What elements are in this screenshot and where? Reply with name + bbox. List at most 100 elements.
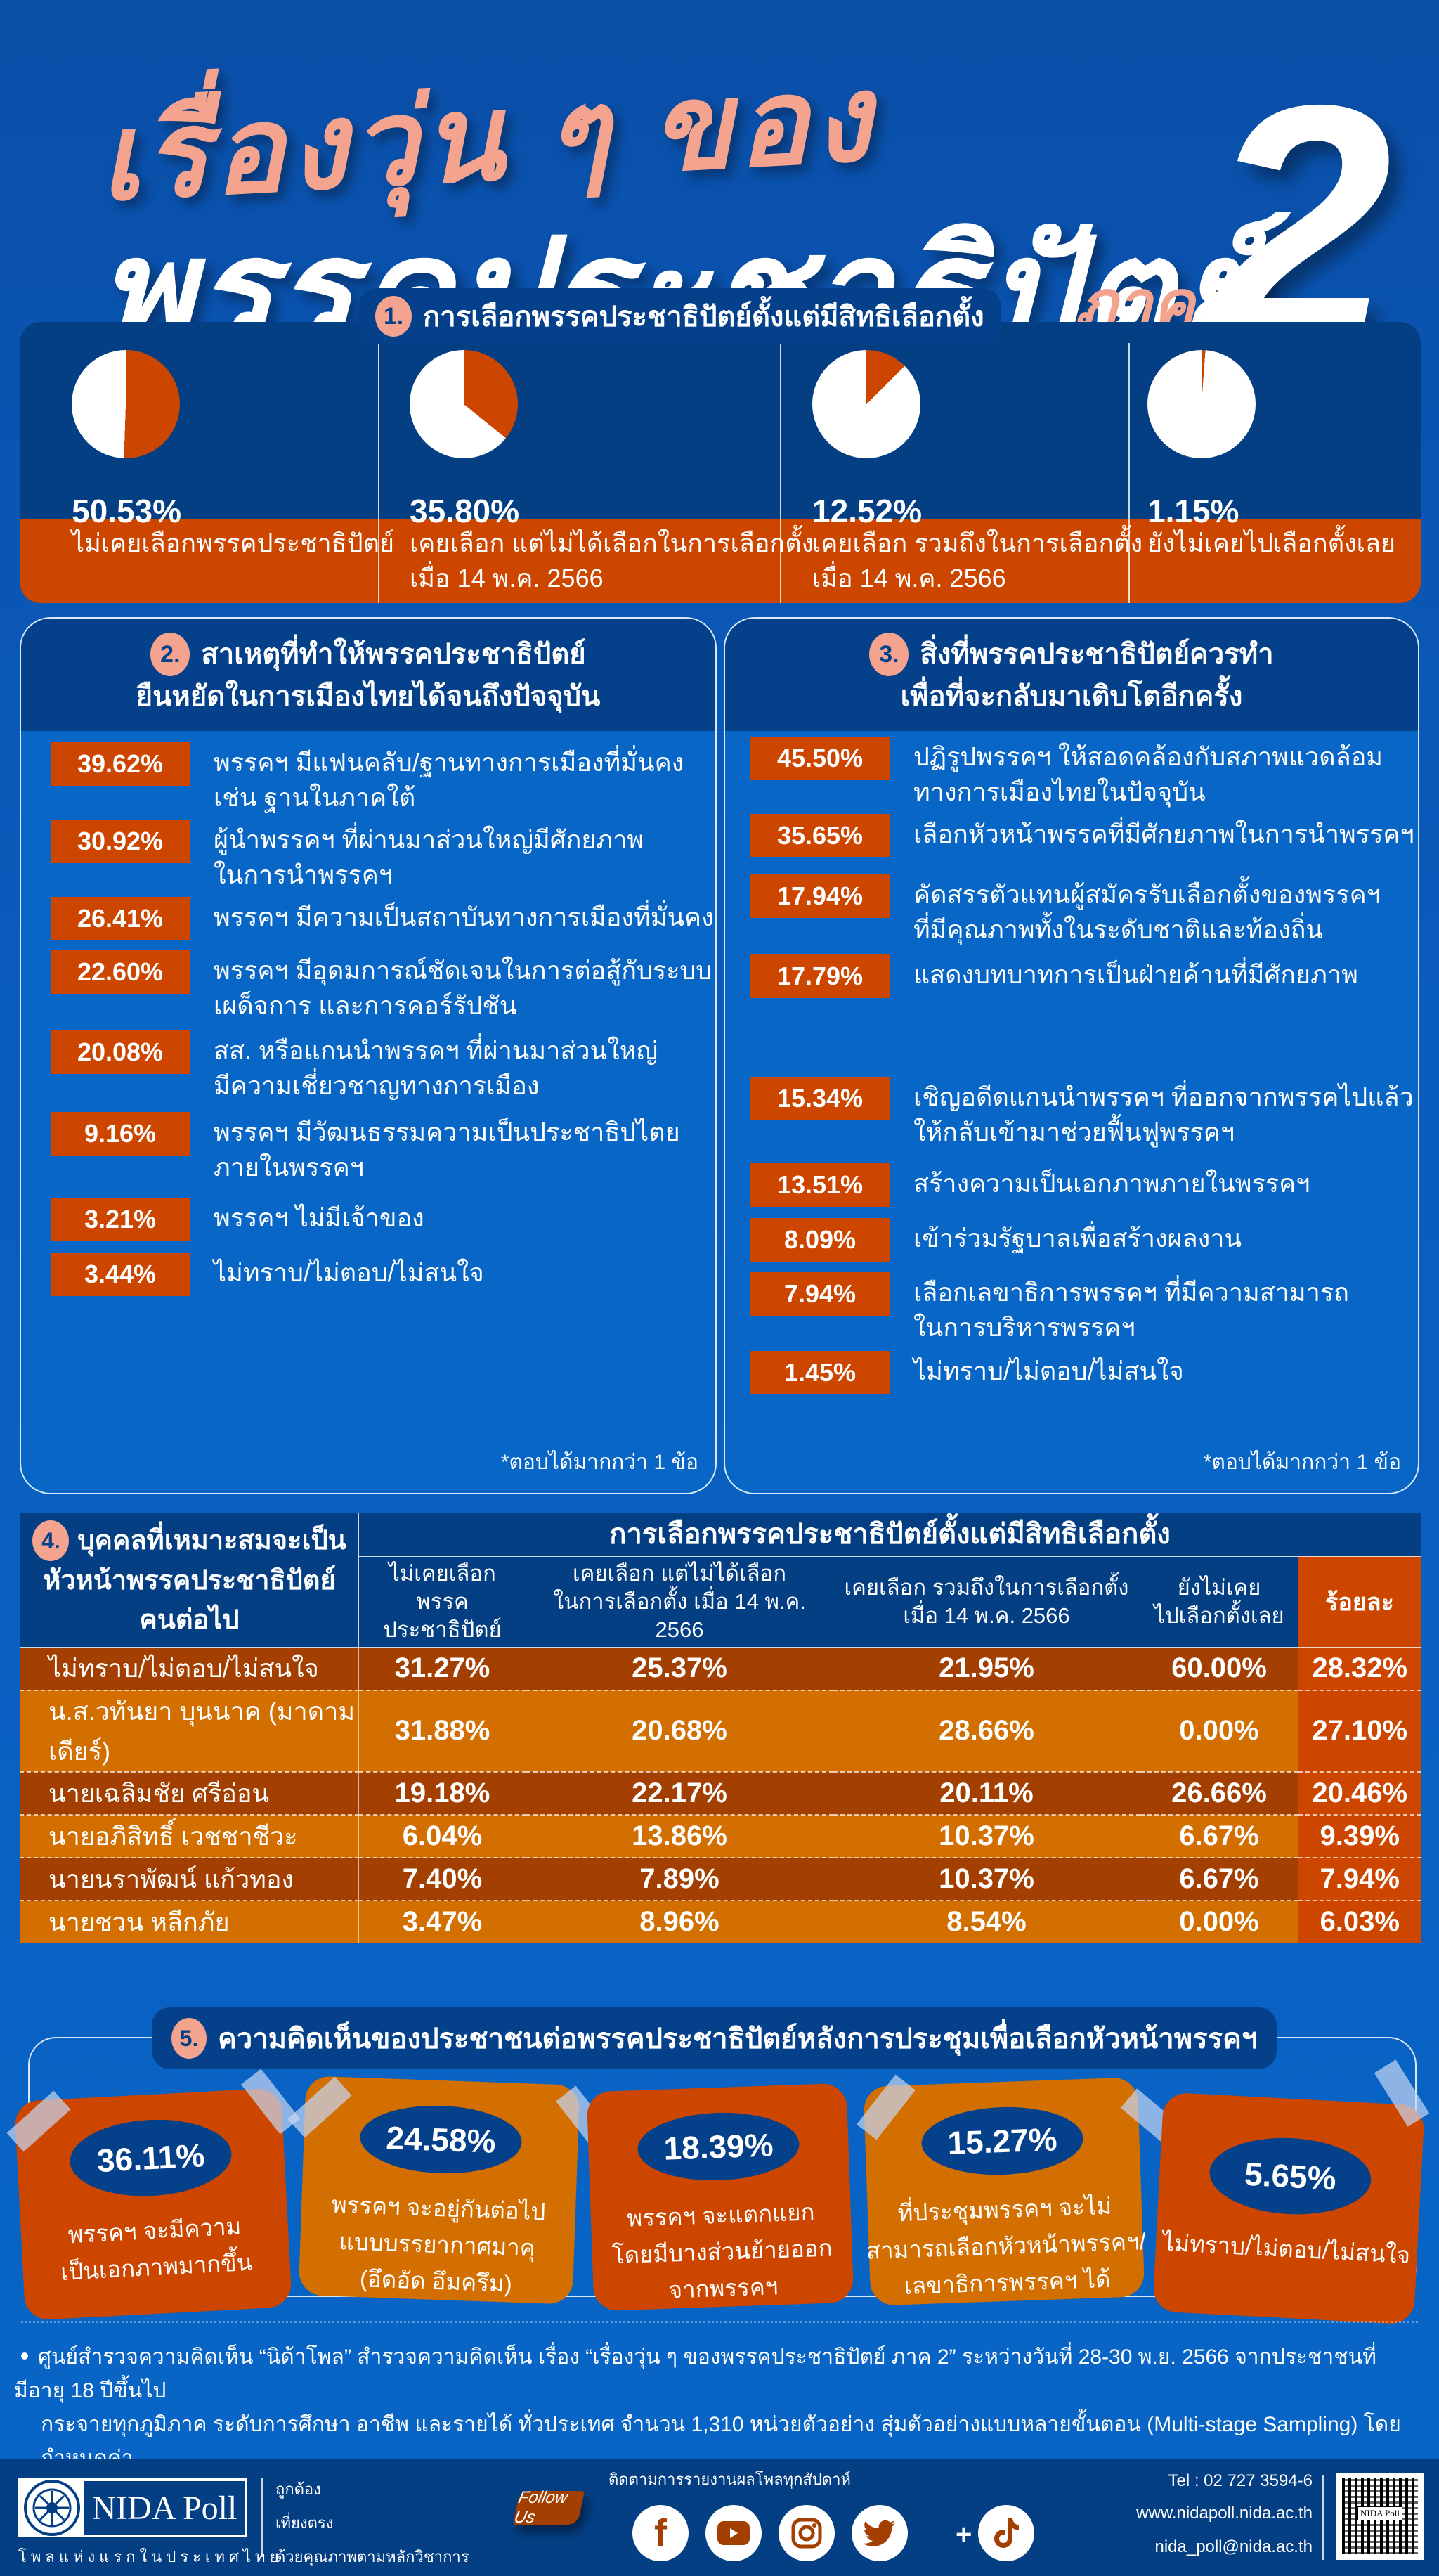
table-row: นายอภิสิทธิ์ เวชชาชีวะ 6.04% 13.86% 10.37% 6… xyxy=(20,1813,1421,1858)
column-header: เคยเลือก รวมถึงในการเลือกตั้ง เมื่อ 14 พ.… xyxy=(833,1555,1140,1648)
section-3-title-line-2: เพื่อที่จะกลับมาเติบโตอีกครั้ง xyxy=(900,681,1243,712)
list-item: 26.41% พรรคฯ มีความเป็นสถาบันทางการเมือง… xyxy=(51,897,714,940)
pie-label: เคยเลือก รวมถึงในการเลือกตั้ง เมื่อ 14 พ.… xyxy=(812,529,1143,593)
pie-percent: 50.53% xyxy=(72,493,182,529)
percent-badge: 1.45% xyxy=(750,1351,890,1394)
contact-tel: Tel : 02 727 3594-6 xyxy=(1168,2471,1313,2490)
column-header: เคยเลือก แต่ไม่ได้เลือก ในการเลือกตั้ง เม… xyxy=(526,1555,833,1648)
section-3-title-line-1: สิ่งที่พรรคประชาธิปัตย์ควรทำ xyxy=(920,639,1274,670)
pie-label: เคยเลือก แต่ไม่ได้เลือกในการเลือกตั้ง เมื… xyxy=(410,529,814,593)
slogan-line: ด้วยคุณภาพตามหลักวิชาการ xyxy=(275,2548,469,2565)
divider xyxy=(378,343,379,603)
instagram-icon[interactable] xyxy=(779,2505,835,2561)
list-item: 45.50% ปฏิรูปพรรคฯ ให้สอดคล้องกับสภาพแวด… xyxy=(750,737,1383,810)
list-item: 39.62% พรรคฯ มีแฟนคลับ/ฐานทางการเมืองที่… xyxy=(51,742,684,815)
section-number-badge: 4. xyxy=(32,1520,70,1561)
contact-website[interactable]: www.nidapoll.nida.ac.th xyxy=(1136,2504,1313,2523)
section-1-item: 35.80% xyxy=(410,350,519,589)
section-number-badge: 3. xyxy=(869,633,909,676)
footnote: *ตอบได้มากกว่า 1 ข้อ xyxy=(1203,1451,1401,1474)
percent-badge: 17.94% xyxy=(750,874,890,918)
section-1-header: 1. การเลือกพรรคประชาธิปัตย์ตั้งแต่มีสิทธ… xyxy=(358,288,1001,344)
list-item: 17.94% คัดสรรตัวแทนผู้สมัครรับเลือกตั้งข… xyxy=(750,874,1381,947)
section-1-title: การเลือกพรรคประชาธิปัตย์ตั้งแต่มีสิทธิเล… xyxy=(423,302,984,332)
table-row: ไม่ทราบ/ไม่ตอบ/ไม่สนใจ 31.27% 25.37% 21.95%… xyxy=(20,1647,1421,1690)
qr-code[interactable]: NIDA Poll xyxy=(1336,2473,1424,2560)
section-1-panel: 50.53% ไม่เคยเลือกพรรคประชาธิปัตย์ 35.80… xyxy=(20,322,1421,603)
section-number-badge: 5. xyxy=(171,2018,207,2059)
section-2-title-line-2: ยืนหยัดในการเมืองไทยได้จนถึงปัจจุบัน xyxy=(136,681,601,712)
pie-chart xyxy=(72,350,180,458)
section-2-title-line-1: สาเหตุที่ทำให้พรรคประชาธิปัตย์ xyxy=(201,639,586,670)
opinion-card: 18.39% พรรคฯ จะแตกแยก โดยมีบางส่วนย้ายออก… xyxy=(586,2083,854,2312)
table-title-cell: 4. บุคคลที่เหมาะสมจะเป็น หัวหน้าพรรคประช… xyxy=(20,1513,359,1648)
table-row: นายเฉลิมชัย ศรีอ่อน 19.18% 22.17% 20.11% 26.… xyxy=(20,1771,1421,1815)
percent-badge: 9.16% xyxy=(51,1112,190,1156)
list-item: 35.65% เลือกหัวหน้าพรรคที่มีศักยภาพในการ… xyxy=(750,814,1414,857)
facebook-icon[interactable]: f xyxy=(632,2505,689,2561)
percent-badge: 35.65% xyxy=(750,814,890,857)
section-3-header: 3. สิ่งที่พรรคประชาธิปัตย์ควรทำ เพื่อที่… xyxy=(725,619,1418,731)
list-item: 22.60% พรรคฯ มีอุดมการณ์ชัดเจนในการต่อสู… xyxy=(51,950,712,1023)
follow-caption: ติดตามการรายงานผลโพลทุกสัปดาห์ xyxy=(608,2471,851,2488)
percent-badge: 15.34% xyxy=(750,1077,890,1120)
follow-us-tag: Follow Us xyxy=(512,2488,585,2527)
opinion-card: 24.58% พรรคฯ จะอยู่กันต่อไป แบบบรรยากาศมา… xyxy=(298,2076,580,2305)
table-row: น.ส.วทันยา บุนนาค (มาดามเดียร์) 31.88% 20.… xyxy=(20,1689,1421,1772)
divider xyxy=(780,343,781,603)
pie-percent: 12.52% xyxy=(812,493,923,529)
pie-label: ไม่เคยเลือกพรรคประชาธิปัตย์ xyxy=(72,529,395,557)
pie-percent: 1.15% xyxy=(1147,493,1239,529)
section-2-panel: 2. สาเหตุที่ทำให้พรรคประชาธิปัตย์ ยืนหยั… xyxy=(20,617,717,1494)
opinion-percent: 24.58% xyxy=(358,2103,523,2177)
contact-email[interactable]: nida_poll@nida.ac.th xyxy=(1154,2537,1313,2556)
column-header: ไม่เคยเลือก พรรคประชาธิปัตย์ xyxy=(358,1555,526,1648)
percent-badge: 20.08% xyxy=(51,1030,190,1074)
divider-dotted xyxy=(21,2321,1418,2323)
percent-badge: 3.21% xyxy=(51,1198,190,1241)
percent-badge: 7.94% xyxy=(750,1272,890,1316)
footnote: *ตอบได้มากกว่า 1 ข้อ xyxy=(500,1451,698,1474)
opinion-percent: 15.27% xyxy=(920,2104,1085,2178)
percent-badge: 13.51% xyxy=(750,1163,890,1207)
section-5-header: 5. ความคิดเห็นของประชาชนต่อพรรคประชาธิปั… xyxy=(152,2007,1277,2069)
percent-badge: 8.09% xyxy=(750,1218,890,1262)
column-header: ยังไม่เคย ไปเลือกตั้งเลย xyxy=(1140,1555,1298,1648)
section-number-badge: 1. xyxy=(375,296,412,337)
opinion-percent: 5.65% xyxy=(1207,2134,1374,2219)
tiktok-icon[interactable] xyxy=(978,2505,1034,2561)
section-1-item: 50.53% xyxy=(72,350,181,589)
percent-badge: 17.79% xyxy=(750,954,890,998)
youtube-icon[interactable] xyxy=(705,2505,762,2561)
list-item: 13.51% สร้างความเป็นเอกภาพภายในพรรคฯ xyxy=(750,1163,1310,1207)
opinion-card: 5.65% ไม่ทราบ/ไม่ตอบ/ไม่สนใจ xyxy=(1152,2092,1425,2325)
section-2-header: 2. สาเหตุที่ทำให้พรรคประชาธิปัตย์ ยืนหยั… xyxy=(21,619,715,731)
slogan-line: ถูกต้อง xyxy=(275,2480,321,2498)
section-1-item: 12.52% xyxy=(812,350,922,589)
percent-badge: 45.50% xyxy=(750,737,890,780)
opinion-percent: 36.11% xyxy=(67,2116,234,2201)
divider xyxy=(1128,343,1130,603)
section-1-label-band xyxy=(20,519,1421,603)
pie-chart xyxy=(410,350,518,458)
list-item: 15.34% เชิญอดีตแกนนำพรรคฯ ที่ออกจากพรรคไ… xyxy=(750,1077,1414,1150)
table-row: นายนราพัฒน์ แก้วทอง 7.40% 7.89% 10.37% 6.67%… xyxy=(20,1856,1421,1901)
list-item: 20.08% สส. หรือแกนนำพรรคฯ ที่ผ่านมาส่วนใ… xyxy=(51,1030,658,1103)
divider xyxy=(261,2478,263,2557)
section-3-panel: 3. สิ่งที่พรรคประชาธิปัตย์ควรทำ เพื่อที่… xyxy=(724,617,1419,1494)
column-header-total: ร้อยละ xyxy=(1297,1555,1422,1648)
table-group-header: การเลือกพรรคประชาธิปัตย์ตั้งแต่มีสิทธิเล… xyxy=(358,1513,1422,1557)
table-row: นายชวน หลีกภัย 3.47% 8.96% 8.54% 0.00% 6.03% xyxy=(20,1899,1421,1943)
percent-badge: 26.41% xyxy=(51,897,190,940)
nida-poll-logo: NIDA Poll xyxy=(18,2478,247,2537)
logo-tagline: โพลแห่งแรกในประเทศไทย xyxy=(18,2548,283,2565)
section-4-table: 4. บุคคลที่เหมาะสมจะเป็น หัวหน้าพรรคประช… xyxy=(20,1513,1422,1943)
percent-badge: 39.62% xyxy=(51,742,190,786)
emblem-icon xyxy=(24,2480,80,2536)
divider xyxy=(1322,2475,1324,2560)
list-item: 8.09% เข้าร่วมรัฐบาลเพื่อสร้างผลงาน xyxy=(750,1218,1242,1262)
percent-badge: 3.44% xyxy=(51,1253,190,1296)
percent-badge: 30.92% xyxy=(51,820,190,863)
list-item: 30.92% ผู้นำพรรคฯ ที่ผ่านมาส่วนใหญ่มีศัก… xyxy=(51,820,644,893)
twitter-icon[interactable] xyxy=(852,2505,908,2561)
